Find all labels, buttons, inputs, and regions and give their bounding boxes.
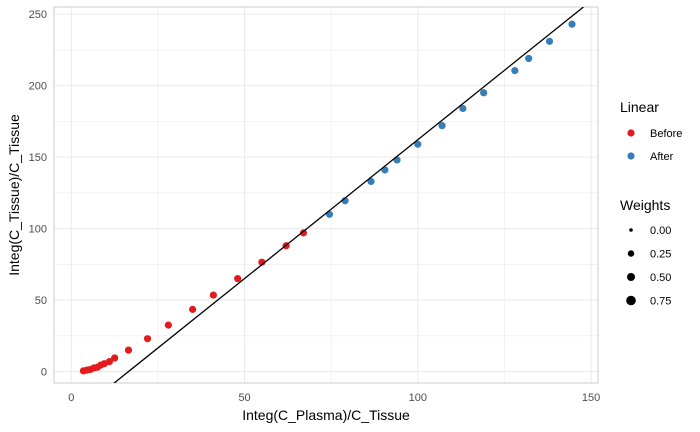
x-tick-label: 150 xyxy=(582,392,600,404)
y-tick-label: 0 xyxy=(41,367,47,379)
data-point-after xyxy=(545,37,554,45)
fit-line xyxy=(113,7,584,383)
data-point-before xyxy=(209,291,217,299)
grid-major xyxy=(54,7,598,383)
x-tick-label: 0 xyxy=(68,392,74,404)
data-point-after xyxy=(438,122,446,130)
y-tick-label: 50 xyxy=(35,295,47,307)
data-point-after xyxy=(414,140,422,148)
data-point-after xyxy=(367,177,375,186)
data-point-after xyxy=(525,54,533,63)
legend-size-key xyxy=(626,295,636,306)
x-axis-title: Integ(C_Plasma)/C_Tissue xyxy=(242,407,410,423)
data-point-after xyxy=(459,104,467,113)
y-tick-label: 100 xyxy=(29,224,47,236)
data-point-after xyxy=(393,156,401,164)
x-tick-labels: 0 50 100 150 xyxy=(68,392,600,404)
x-tick-label: 50 xyxy=(238,392,250,404)
data-point-before xyxy=(164,321,172,329)
data-point-before xyxy=(188,305,197,313)
data-point-after xyxy=(480,89,488,97)
data-point-before xyxy=(234,275,242,283)
legend-label-before: Before xyxy=(650,128,682,140)
data-point-before xyxy=(124,346,133,354)
legend-size-key xyxy=(629,228,633,232)
legend-size-key xyxy=(627,273,635,281)
legend-title-weights: Weights xyxy=(620,197,670,213)
data-point-after xyxy=(511,67,519,75)
data-point-before xyxy=(143,335,152,343)
legend-title-linear: Linear xyxy=(620,99,659,115)
legend-key-before xyxy=(627,129,635,137)
y-tick-labels: 0 50 100 150 200 250 xyxy=(29,9,47,378)
data-point-after xyxy=(568,20,576,28)
y-axis-title: Integ(C_Tissue)/C_Tissue xyxy=(6,114,22,276)
data-point-before xyxy=(111,354,119,362)
legend: Linear Weights Before After 0.00 0.25 0.50 0.… xyxy=(620,99,682,308)
legend-size-label: 0.25 xyxy=(650,249,671,261)
data-point-before xyxy=(105,357,114,366)
y-tick-label: 200 xyxy=(29,81,47,93)
legend-size-label: 0.50 xyxy=(650,272,671,284)
grid-minor xyxy=(54,7,598,383)
legend-size-label: 0.75 xyxy=(650,296,671,308)
y-tick-label: 150 xyxy=(29,152,47,164)
legend-key-after xyxy=(627,152,635,160)
data-point-before xyxy=(299,229,308,237)
legend-label-after: After xyxy=(650,151,674,163)
legend-size-key xyxy=(627,250,635,257)
y-tick-label: 250 xyxy=(29,9,47,21)
legend-size-label: 0.00 xyxy=(650,225,671,237)
x-tick-label: 100 xyxy=(409,392,427,404)
panel-border xyxy=(53,6,599,384)
